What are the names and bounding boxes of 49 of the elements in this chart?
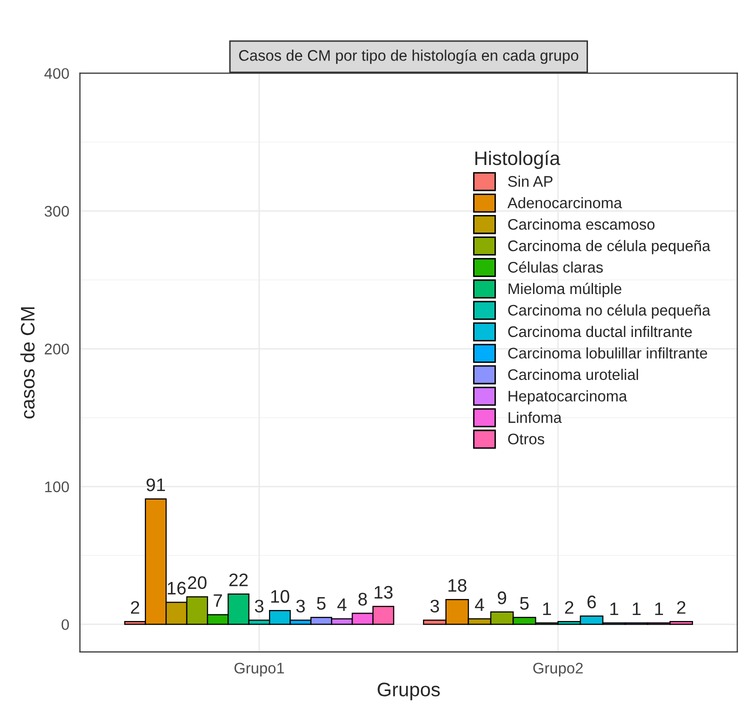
legend-title: Histología	[475, 150, 560, 169]
data-label: 20	[188, 576, 206, 590]
legend-label: Carcinoma de célula pequeña	[508, 240, 710, 254]
data-label: 3	[296, 600, 305, 612]
data-label: 1	[655, 602, 663, 616]
chart-title: Casos de CM por tipo de histología en cada grupo	[239, 49, 578, 64]
data-label: 3	[430, 600, 439, 612]
data-label: 91	[146, 478, 165, 492]
legend-label: Carcinoma lobulillar infiltrante	[508, 347, 708, 359]
data-label: 5	[520, 597, 529, 610]
legend-label: Sin AP	[508, 176, 552, 187]
y-axis-title: casos de CM	[20, 307, 35, 418]
x-axis-title: Grupos	[378, 682, 440, 700]
data-label: 5	[316, 597, 326, 610]
data-label: 10	[271, 590, 290, 603]
y-tick-label: 400	[44, 68, 69, 79]
data-label: 1	[632, 602, 641, 616]
data-label: 2	[130, 601, 140, 614]
y-tick-label: 100	[45, 481, 69, 492]
legend-label: Otros	[508, 434, 544, 444]
data-label: 2	[565, 601, 574, 614]
x-tick-label: Grupo1	[234, 662, 284, 677]
y-tick-label: 0	[62, 619, 69, 630]
data-label: 1	[610, 602, 618, 616]
data-label: 22	[229, 574, 248, 586]
data-label: 18	[448, 579, 466, 592]
x-tick-label: Grupo2	[533, 662, 583, 677]
legend-label: Células claras	[508, 261, 603, 273]
legend-label: Adenocarcinoma	[507, 197, 622, 208]
data-label: 8	[358, 592, 367, 606]
legend-label: Linfoma	[508, 412, 562, 423]
data-label: 1	[543, 602, 551, 616]
data-label: 7	[214, 594, 222, 607]
data-label: 9	[498, 591, 506, 604]
legend-label: Hepatocarcinoma	[508, 390, 628, 405]
legend-label: Carcinoma ductal infiltrante	[508, 326, 692, 338]
data-label: 13	[374, 586, 393, 599]
data-label: 3	[254, 600, 264, 612]
y-tick-label: 300	[44, 206, 69, 217]
legend-label: Carcinoma no célula pequeña	[508, 304, 710, 319]
data-label: 4	[337, 598, 346, 611]
data-label: 6	[588, 596, 596, 608]
data-label: 16	[168, 582, 186, 595]
data-label: 4	[474, 598, 484, 611]
data-label: 2	[677, 601, 686, 614]
legend-label: Carcinoma escamoso	[508, 218, 655, 230]
legend-label: Mieloma múltiple	[508, 282, 622, 298]
legend-label: Carcinoma urotelial	[508, 368, 638, 380]
y-tick-label: 200	[44, 344, 69, 354]
